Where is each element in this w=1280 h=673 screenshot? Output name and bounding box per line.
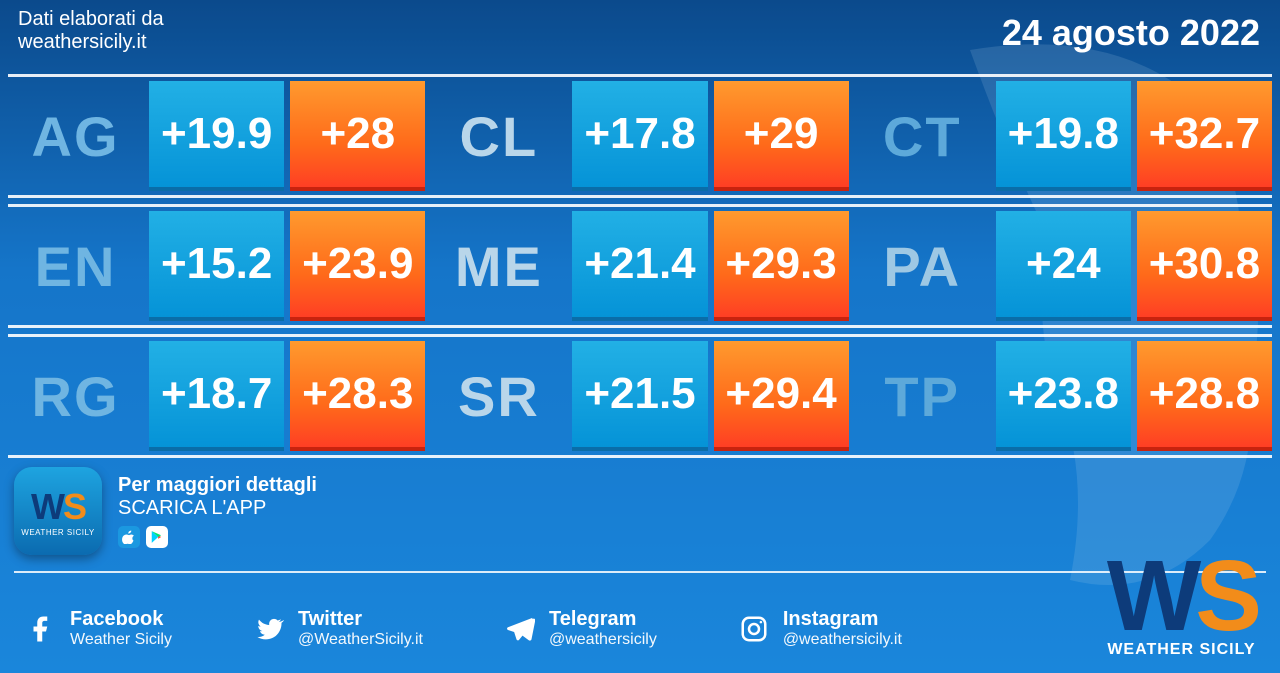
temp-low: +19.8 — [996, 81, 1131, 191]
grid-row-0: AG +19.9 +28 CL +17.8 +29 CT +19.8 +32.7 — [8, 74, 1272, 198]
temp-low: +24 — [996, 211, 1131, 321]
temp-low: +21.5 — [572, 341, 707, 451]
province-code: TP — [855, 341, 990, 451]
header-line2: weathersicily.it — [18, 31, 164, 54]
grid-row-1: EN +15.2 +23.9 ME +21.4 +29.3 PA +24 +30… — [8, 204, 1272, 328]
social-name: Instagram — [783, 608, 902, 631]
temp-high: +23.9 — [290, 211, 425, 321]
temp-low: +15.2 — [149, 211, 284, 321]
temp-high: +29 — [714, 81, 849, 191]
social-name: Telegram — [549, 608, 657, 631]
temp-high: +28 — [290, 81, 425, 191]
app-badge[interactable]: WS WEATHER SICILY — [14, 467, 102, 555]
province-code: CT — [855, 81, 990, 191]
app-text-line2: SCARICA L'APP — [118, 497, 317, 520]
logo-big-sub: WEATHER SICILY — [1107, 641, 1255, 659]
logo-big: WS WEATHER SICILY — [1107, 551, 1256, 659]
province-code: EN — [8, 211, 143, 321]
province-code: PA — [855, 211, 990, 321]
app-badge-text: WS — [31, 486, 85, 528]
temp-low: +23.8 — [996, 341, 1131, 451]
playstore-icon[interactable] — [146, 526, 168, 548]
footer-app: WS WEATHER SICILY Per maggiori dettagli … — [14, 467, 317, 555]
social-handle: Weather Sicily — [70, 631, 172, 649]
social-handle: @weathersicily — [549, 631, 657, 649]
temp-low: +18.7 — [149, 341, 284, 451]
temp-high: +30.8 — [1137, 211, 1272, 321]
temp-high: +29.3 — [714, 211, 849, 321]
app-text-line1: Per maggiori dettagli — [118, 474, 317, 497]
app-badge-sub: WEATHER SICILY — [21, 528, 94, 537]
temperature-grid: AG +19.9 +28 CL +17.8 +29 CT +19.8 +32.7… — [8, 74, 1272, 458]
social-handle: @WeatherSicily.it — [298, 631, 423, 649]
social-telegram[interactable]: Telegram @weathersicily — [503, 608, 657, 649]
social-name: Twitter — [298, 608, 423, 631]
socials: Facebook Weather Sicily Twitter @Weather… — [24, 608, 902, 649]
temp-high: +28.3 — [290, 341, 425, 451]
telegram-icon — [503, 612, 537, 646]
footer-divider — [14, 571, 1266, 573]
province-code: AG — [8, 81, 143, 191]
header-date: 24 agosto 2022 — [1002, 12, 1260, 54]
temp-low: +21.4 — [572, 211, 707, 321]
appstore-icon[interactable] — [118, 526, 140, 548]
social-handle: @weathersicily.it — [783, 631, 902, 649]
twitter-icon — [252, 612, 286, 646]
app-text: Per maggiori dettagli SCARICA L'APP — [118, 474, 317, 548]
header-line1: Dati elaborati da — [18, 8, 164, 31]
temp-high: +29.4 — [714, 341, 849, 451]
province-code: SR — [431, 341, 566, 451]
instagram-icon — [737, 612, 771, 646]
temp-high: +32.7 — [1137, 81, 1272, 191]
province-code: CL — [431, 81, 566, 191]
logo-big-text: WS — [1107, 551, 1256, 641]
province-code: ME — [431, 211, 566, 321]
social-name: Facebook — [70, 608, 172, 631]
header: Dati elaborati da weathersicily.it 24 ag… — [0, 0, 1280, 68]
social-twitter[interactable]: Twitter @WeatherSicily.it — [252, 608, 423, 649]
temp-high: +28.8 — [1137, 341, 1272, 451]
province-code: RG — [8, 341, 143, 451]
social-facebook[interactable]: Facebook Weather Sicily — [24, 608, 172, 649]
grid-row-2: RG +18.7 +28.3 SR +21.5 +29.4 TP +23.8 +… — [8, 334, 1272, 458]
temp-low: +19.9 — [149, 81, 284, 191]
facebook-icon — [24, 612, 58, 646]
social-instagram[interactable]: Instagram @weathersicily.it — [737, 608, 902, 649]
header-source: Dati elaborati da weathersicily.it — [18, 8, 164, 54]
store-icons — [118, 526, 317, 548]
temp-low: +17.8 — [572, 81, 707, 191]
